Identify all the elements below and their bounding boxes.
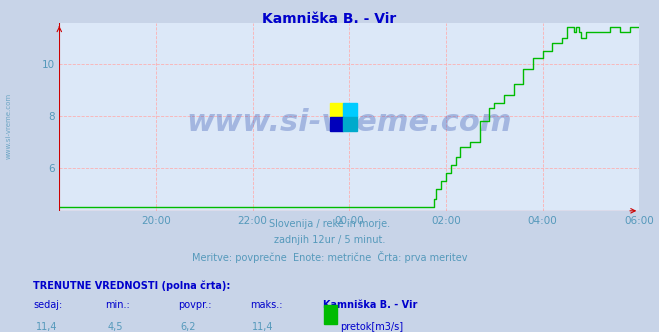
Text: 11,4: 11,4 <box>36 322 58 332</box>
Text: pretok[m3/s]: pretok[m3/s] <box>340 322 403 332</box>
Text: maks.:: maks.: <box>250 300 283 310</box>
Text: min.:: min.: <box>105 300 130 310</box>
Text: www.si-vreme.com: www.si-vreme.com <box>5 93 12 159</box>
Text: Kamniška B. - Vir: Kamniška B. - Vir <box>323 300 417 310</box>
Text: Kamniška B. - Vir: Kamniška B. - Vir <box>262 12 397 26</box>
Bar <box>330 117 343 131</box>
Text: sedaj:: sedaj: <box>33 300 62 310</box>
Text: www.si-vreme.com: www.si-vreme.com <box>186 108 512 137</box>
Text: Meritve: povprečne  Enote: metrične  Črta: prva meritev: Meritve: povprečne Enote: metrične Črta:… <box>192 251 467 263</box>
Bar <box>343 117 357 131</box>
Text: 11,4: 11,4 <box>252 322 274 332</box>
Text: 4,5: 4,5 <box>107 322 123 332</box>
Text: povpr.:: povpr.: <box>178 300 212 310</box>
Text: 6,2: 6,2 <box>180 322 196 332</box>
Bar <box>343 103 357 117</box>
Text: Slovenija / reke in morje.: Slovenija / reke in morje. <box>269 219 390 229</box>
Bar <box>330 103 343 117</box>
Text: zadnjih 12ur / 5 minut.: zadnjih 12ur / 5 minut. <box>273 235 386 245</box>
Text: TRENUTNE VREDNOSTI (polna črta):: TRENUTNE VREDNOSTI (polna črta): <box>33 281 231 291</box>
